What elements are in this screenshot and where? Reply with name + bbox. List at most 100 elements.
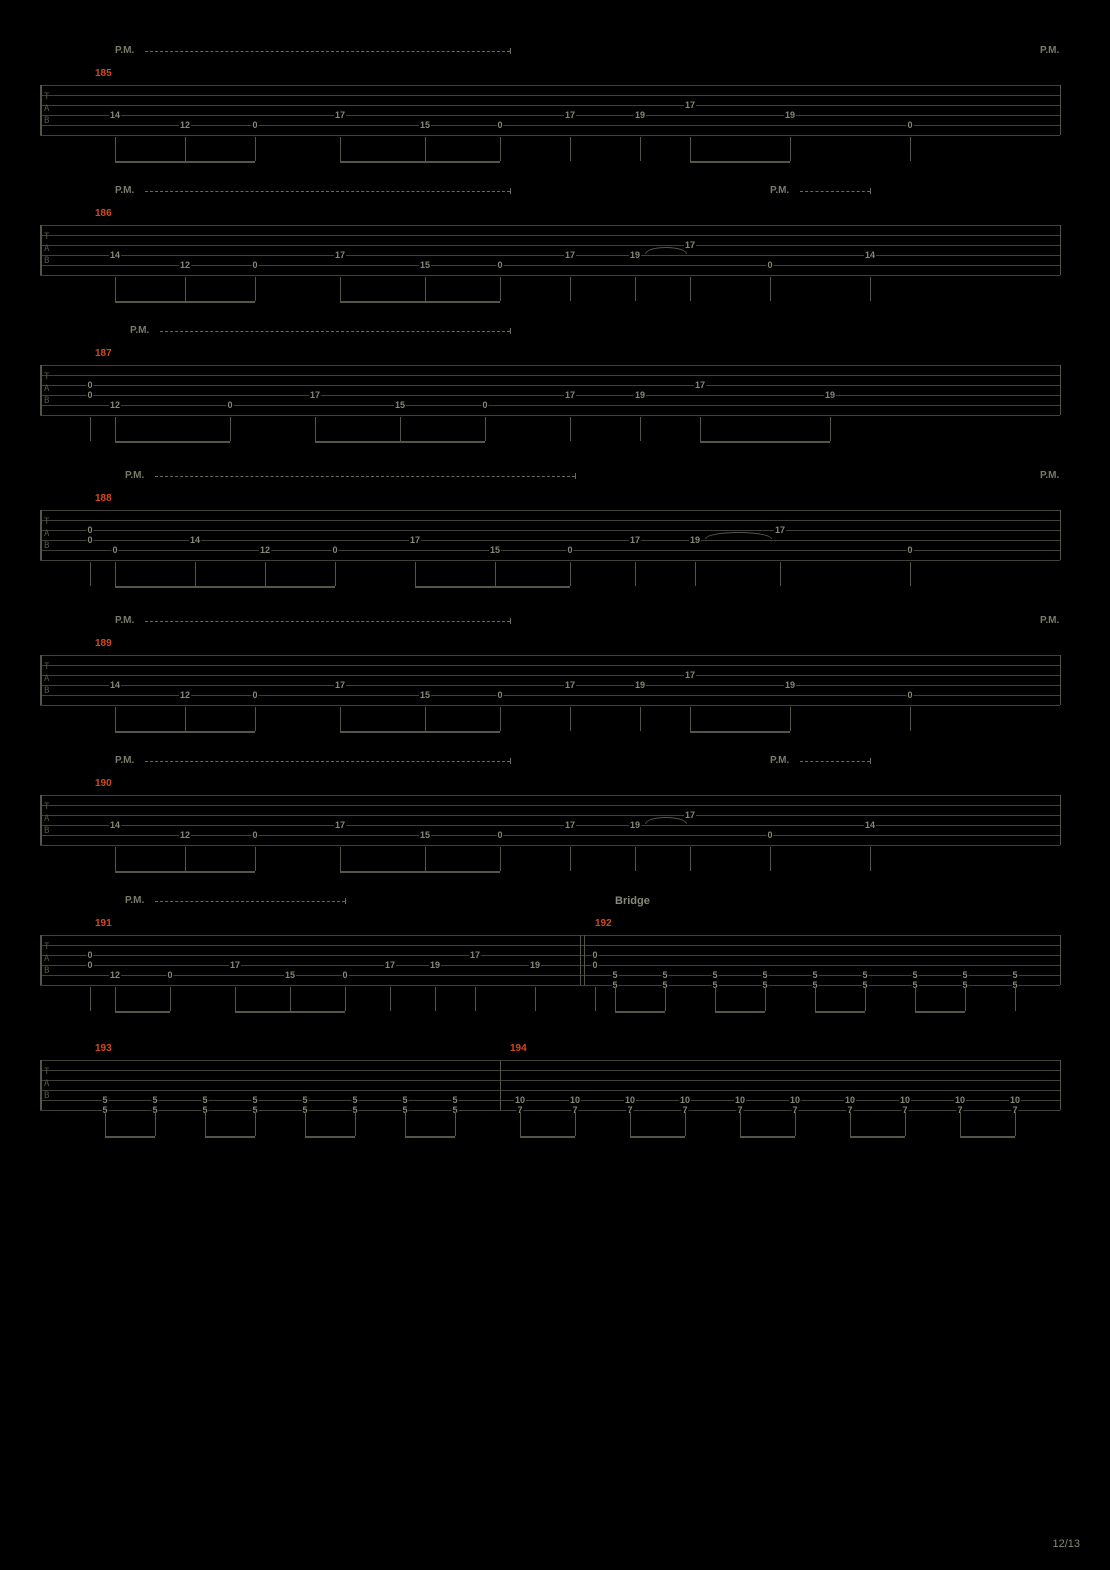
fret-number: 5 — [861, 970, 868, 980]
measure-number: 189 — [95, 638, 112, 649]
fret-number: 17 — [629, 535, 641, 545]
fret-number: 17 — [564, 250, 576, 260]
fret-number: 5 — [451, 1095, 458, 1105]
fret-number: 5 — [1011, 970, 1018, 980]
fret-number: 0 — [86, 390, 93, 400]
fret-number: 0 — [251, 260, 258, 270]
fret-number: 12 — [109, 970, 121, 980]
fret-number: 17 — [469, 950, 481, 960]
fret-number: 14 — [864, 250, 876, 260]
fret-number: 0 — [341, 970, 348, 980]
fret-number: 17 — [684, 100, 696, 110]
fret-number: 0 — [251, 690, 258, 700]
fret-number: 5 — [301, 1095, 308, 1105]
measure-number: 188 — [95, 493, 112, 504]
fret-number: 19 — [634, 110, 646, 120]
fret-number: 17 — [334, 680, 346, 690]
fret-number: 17 — [334, 110, 346, 120]
fret-number: 17 — [564, 110, 576, 120]
fret-number: 0 — [481, 400, 488, 410]
fret-number: 19 — [689, 535, 701, 545]
fret-number: 0 — [166, 970, 173, 980]
fret-number: 14 — [109, 680, 121, 690]
section-label: Bridge — [615, 895, 650, 907]
fret-number: 12 — [179, 690, 191, 700]
fret-number: 0 — [331, 545, 338, 555]
fret-number: 17 — [229, 960, 241, 970]
measure-number: 187 — [95, 348, 112, 359]
fret-number: 10 — [1009, 1095, 1021, 1105]
fret-number: 19 — [634, 390, 646, 400]
fret-number: 17 — [564, 820, 576, 830]
measure-number: 185 — [95, 68, 112, 79]
fret-number: 5 — [661, 970, 668, 980]
fret-number: 14 — [109, 250, 121, 260]
fret-number: 10 — [569, 1095, 581, 1105]
fret-number: 5 — [811, 970, 818, 980]
fret-number: 17 — [684, 810, 696, 820]
fret-number: 0 — [906, 545, 913, 555]
fret-number: 17 — [684, 240, 696, 250]
fret-number: 15 — [419, 690, 431, 700]
fret-number: 19 — [629, 250, 641, 260]
fret-number: 5 — [911, 970, 918, 980]
fret-number: 19 — [634, 680, 646, 690]
fret-number: 0 — [591, 950, 598, 960]
fret-number: 17 — [564, 390, 576, 400]
fret-number: 19 — [629, 820, 641, 830]
fret-number: 0 — [86, 960, 93, 970]
fret-number: 17 — [684, 670, 696, 680]
fret-number: 0 — [86, 950, 93, 960]
fret-number: 12 — [179, 260, 191, 270]
fret-number: 0 — [251, 120, 258, 130]
fret-number: 19 — [824, 390, 836, 400]
fret-number: 5 — [711, 970, 718, 980]
fret-number: 0 — [86, 380, 93, 390]
fret-number: 5 — [251, 1095, 258, 1105]
fret-number: 15 — [489, 545, 501, 555]
fret-number: 17 — [774, 525, 786, 535]
fret-number: 14 — [864, 820, 876, 830]
measure-number: 186 — [95, 208, 112, 219]
fret-number: 10 — [899, 1095, 911, 1105]
measure-number: 193 — [95, 1043, 112, 1054]
fret-number: 10 — [734, 1095, 746, 1105]
fret-number: 12 — [179, 120, 191, 130]
fret-number: 15 — [394, 400, 406, 410]
fret-number: 0 — [86, 535, 93, 545]
fret-number: 0 — [496, 120, 503, 130]
fret-number: 17 — [334, 250, 346, 260]
fret-number: 0 — [251, 830, 258, 840]
fret-number: 19 — [784, 680, 796, 690]
fret-number: 5 — [761, 970, 768, 980]
fret-number: 14 — [109, 110, 121, 120]
fret-number: 12 — [259, 545, 271, 555]
fret-number: 17 — [334, 820, 346, 830]
fret-number: 19 — [529, 960, 541, 970]
fret-number: 0 — [906, 120, 913, 130]
fret-number: 10 — [514, 1095, 526, 1105]
fret-number: 5 — [401, 1095, 408, 1105]
fret-number: 0 — [566, 545, 573, 555]
fret-number: 19 — [784, 110, 796, 120]
fret-number: 12 — [109, 400, 121, 410]
fret-number: 14 — [109, 820, 121, 830]
fret-number: 5 — [961, 970, 968, 980]
fret-number: 0 — [496, 690, 503, 700]
fret-number: 0 — [766, 260, 773, 270]
fret-number: 0 — [496, 830, 503, 840]
fret-number: 15 — [419, 120, 431, 130]
fret-number: 5 — [201, 1095, 208, 1105]
measure-number: 191 — [95, 918, 112, 929]
fret-number: 15 — [419, 260, 431, 270]
fret-number: 0 — [111, 545, 118, 555]
fret-number: 10 — [789, 1095, 801, 1105]
fret-number: 17 — [694, 380, 706, 390]
page-number: 12/13 — [1052, 1538, 1080, 1550]
fret-number: 15 — [284, 970, 296, 980]
fret-number: 5 — [151, 1095, 158, 1105]
fret-number: 0 — [591, 960, 598, 970]
fret-number: 10 — [844, 1095, 856, 1105]
fret-number: 5 — [101, 1095, 108, 1105]
fret-number: 0 — [906, 690, 913, 700]
